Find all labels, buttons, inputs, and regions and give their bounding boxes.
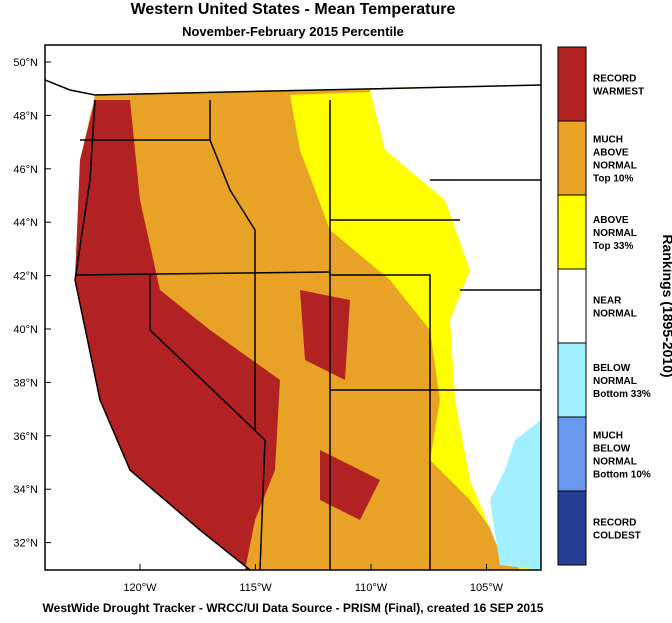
lat-label: 42°N (13, 271, 38, 283)
legend-label: ABOVE (593, 215, 629, 226)
lon-label: 120°W (123, 582, 157, 594)
legend-label: Bottom 33% (593, 389, 651, 400)
legend-swatch (557, 194, 587, 270)
legend-label: BELOW (593, 363, 631, 374)
legend-title: Rankings (1895-2010) (660, 234, 672, 377)
legend-label: RECORD (593, 74, 636, 85)
lat-label: 46°N (13, 164, 38, 176)
lat-label: 34°N (13, 484, 38, 496)
map-ticks: 50°N 48°N 46°N 44°N 42°N 40°N 38°N 36°N 34°N 32°N… (13, 57, 503, 594)
lat-label: 48°N (13, 110, 38, 122)
lon-label: 115°W (239, 582, 272, 594)
lat-label: 38°N (13, 377, 38, 389)
legend-swatch (557, 490, 587, 566)
legend-swatch (557, 46, 587, 122)
legend-label: NORMAL (593, 376, 637, 387)
legend-swatch (557, 120, 587, 196)
map (44, 44, 542, 571)
legend-label: NORMAL (593, 228, 637, 239)
legend-label: NEAR (593, 296, 622, 307)
legend-label: ABOVE (593, 148, 629, 159)
legend-label: COLDEST (593, 531, 641, 542)
lon-label: 110°W (355, 582, 388, 594)
legend-swatch (557, 416, 587, 492)
legend-label: MUCH (593, 431, 623, 442)
legend-label: NORMAL (593, 457, 637, 468)
legend-label: Top 33% (593, 241, 633, 252)
subtitle: November-February 2015 Percentile (182, 24, 404, 39)
lat-label: 40°N (13, 324, 38, 336)
lat-label: 36°N (13, 431, 38, 443)
legend-label: RECORD (593, 518, 636, 529)
lat-label: 50°N (13, 57, 38, 69)
legend-label: WARMEST (593, 87, 644, 98)
legend-label: Top 10% (593, 174, 633, 185)
lat-label: 44°N (13, 217, 38, 229)
legend-label: MUCH (593, 135, 623, 146)
legend-label: NORMAL (593, 161, 637, 172)
title: Western United States - Mean Temperature (131, 1, 456, 18)
footer: WestWide Drought Tracker - WRCC/UI Data … (43, 601, 544, 615)
legend-swatch (557, 268, 587, 344)
legend-label: BELOW (593, 444, 631, 455)
legend-label: Bottom 10% (593, 470, 651, 481)
lat-label: 32°N (13, 538, 38, 550)
legend-label: NORMAL (593, 309, 637, 320)
lon-label: 105°W (470, 582, 504, 594)
legend: RECORD WARMEST MUCH ABOVE NORMAL Top 10% ABOVE… (557, 46, 651, 566)
legend-swatch (557, 342, 587, 418)
